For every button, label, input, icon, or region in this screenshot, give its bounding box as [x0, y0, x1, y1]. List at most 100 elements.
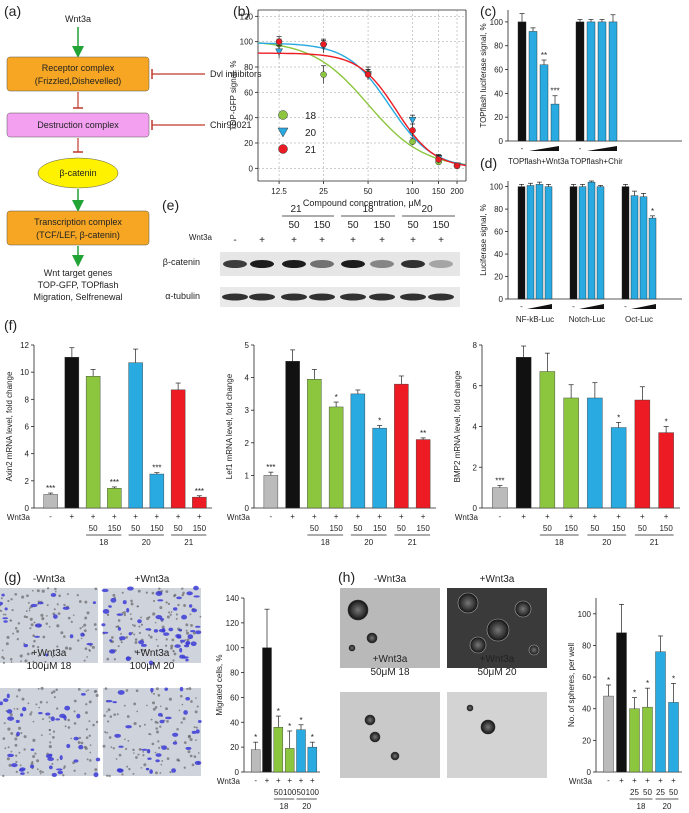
- panel-g-cell: [16, 731, 21, 737]
- panel-h-sphere: [466, 704, 474, 712]
- panel-e-band-bcat: [401, 260, 425, 268]
- panel-g-ytick-label: 60: [230, 693, 239, 702]
- panel-g-pore: [41, 617, 45, 621]
- panel-d-bar: [630, 195, 639, 300]
- panel-g-cell: [147, 757, 152, 760]
- panel-g-pore: [134, 641, 138, 644]
- panel-h-caption: +Wnt3a: [480, 654, 515, 665]
- panel-g-pore: [181, 587, 184, 590]
- panel-b-xtick-label: 50: [364, 187, 373, 196]
- panel-g-cell: [193, 585, 199, 591]
- panel-g-cell: [80, 632, 85, 637]
- panel-g-pore: [113, 658, 117, 661]
- panel-f2-bar: [415, 439, 431, 509]
- panel-g-cell: [195, 630, 202, 635]
- panel-g-pore: [123, 611, 126, 614]
- panel-d-sig: *: [651, 207, 654, 216]
- panel-g-cell: [153, 629, 159, 633]
- panel-g-pore: [17, 622, 21, 625]
- panel-e-wnt-sign: -: [233, 235, 236, 246]
- panel-g-cell: [127, 586, 134, 591]
- panel-e-wnt-sign: +: [291, 235, 297, 246]
- panel-h-sphere: [486, 618, 510, 642]
- panel-f2-wnt-sign: +: [421, 512, 426, 521]
- panel-b-point-21: [435, 156, 442, 163]
- panel-g-pore: [44, 660, 47, 663]
- panel-g-cell: [50, 593, 57, 597]
- panel-g-pore: [10, 731, 14, 735]
- panel-g-pore: [39, 700, 43, 704]
- panel-g-pore: [78, 600, 82, 603]
- panel-g-pore: [18, 726, 22, 730]
- panel-g-pore: [32, 634, 36, 638]
- panel-g-pore: [125, 689, 129, 692]
- panel-g-cell: [193, 595, 200, 598]
- panel-g-pore: [117, 619, 121, 622]
- panel-g-pore: [15, 770, 18, 774]
- panel-g-micrograph: [103, 688, 201, 776]
- panel-g-pore: [1, 656, 4, 659]
- panel-g-cell: [55, 718, 61, 721]
- panel-g-ytick-label: 40: [230, 718, 239, 727]
- panel-g-dose: 100: [283, 788, 297, 797]
- panel-f2-dose: 150: [373, 524, 387, 533]
- panel-g-pore: [8, 763, 12, 767]
- panel-g-cell: [176, 596, 182, 600]
- panel-g-cell: [176, 635, 182, 639]
- panel-g-cell: [184, 644, 190, 648]
- panel-g-pore: [189, 613, 192, 616]
- panel-f1-wnt-sign: +: [176, 512, 181, 521]
- panel-g-cell: [145, 767, 150, 771]
- panel-g-pore: [56, 603, 59, 606]
- panel-g-pore: [143, 723, 146, 726]
- panel-g-pore: [19, 654, 23, 658]
- panel-c-sig: ***: [550, 87, 559, 96]
- panel-g-pore: [36, 646, 40, 649]
- panel-g-cell: [0, 701, 3, 706]
- panel-g-cell: [183, 710, 188, 715]
- panel-g-pore: [7, 599, 10, 603]
- panel-g-pore: [112, 747, 115, 750]
- panel-g-cell: [51, 772, 58, 777]
- panel-f2-compound: 18: [321, 538, 330, 547]
- panel-g-pore: [177, 603, 180, 607]
- panel-h-ytick-label: 100: [578, 610, 592, 619]
- panel-g-cell: [109, 639, 113, 642]
- panel-g-cell: [155, 759, 160, 763]
- panel-h-sphere: [528, 644, 540, 656]
- panel-g-pore: [140, 616, 143, 619]
- panel-g-pore: [126, 765, 129, 768]
- panel-g-cell: [2, 617, 9, 620]
- panel-f3-ytick-label: 0: [473, 504, 478, 513]
- panel-g-cell: [165, 716, 172, 720]
- panel-g-pore: [63, 603, 66, 607]
- panel-g-pore: [30, 762, 34, 766]
- panel-g-cell: [66, 743, 71, 749]
- panel-g-pore: [125, 636, 129, 639]
- panel-g-cell: [78, 744, 84, 750]
- panel-b-legend-marker: [278, 110, 288, 120]
- panel-g-pore: [24, 659, 28, 663]
- panel-g-pore: [56, 758, 59, 761]
- panel-d-group-label: NF-kB-Luc: [516, 315, 554, 324]
- panel-g-ytick-label: 80: [230, 669, 239, 678]
- panel-f1-wnt-sign: +: [155, 512, 160, 521]
- panel-g-pore: [95, 693, 99, 697]
- panel-d-dose-wedge: [631, 304, 656, 309]
- panel-e-band-bcat: [429, 260, 453, 268]
- panel-g-pore: [185, 629, 188, 632]
- panel-g-cell: [64, 705, 71, 711]
- panel-c-ytick-label: 40: [494, 89, 503, 98]
- panel-g-cell: [195, 729, 200, 734]
- panel-g-cell: [155, 615, 163, 620]
- panel-g-pore: [84, 772, 87, 775]
- panel-g-pore: [112, 593, 116, 597]
- panel-b-xtick-label: 25: [319, 187, 328, 196]
- panel-g-cell: [168, 627, 174, 632]
- panel-g-pore: [159, 606, 163, 610]
- panel-g-cell: [93, 772, 99, 778]
- panel-g-pore: [2, 774, 5, 778]
- panel-g-pore: [16, 638, 19, 641]
- panel-g-pore: [4, 747, 7, 750]
